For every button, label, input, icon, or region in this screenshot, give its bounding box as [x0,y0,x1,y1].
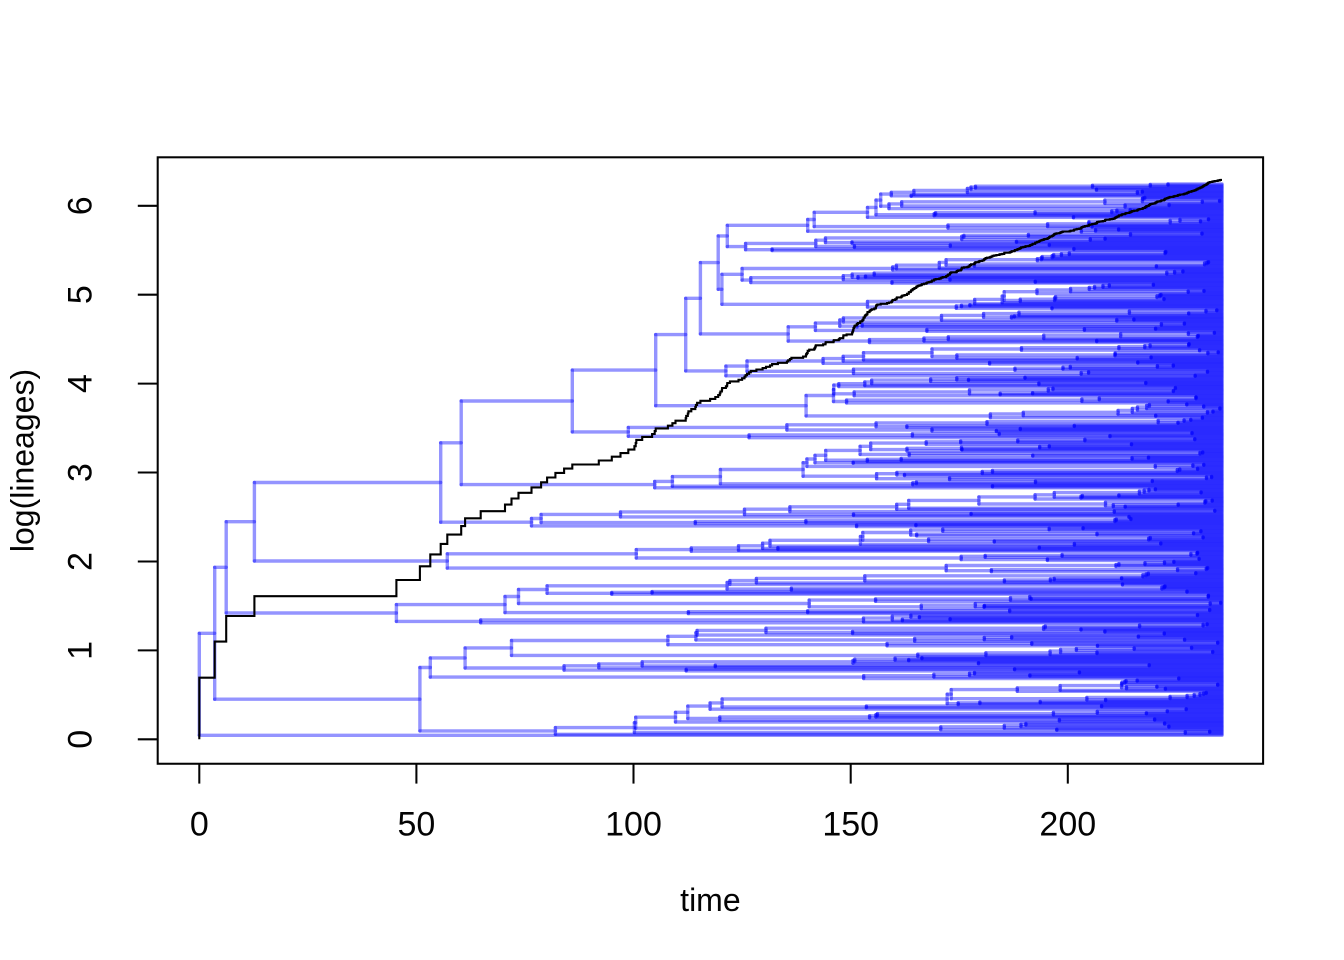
svg-text:200: 200 [1039,805,1096,843]
svg-text:time: time [680,882,740,918]
svg-text:6: 6 [62,196,100,215]
svg-text:2: 2 [62,552,100,571]
svg-text:0: 0 [62,730,100,749]
svg-text:log(lineages): log(lineages) [5,369,41,552]
svg-text:1: 1 [62,641,100,660]
svg-text:150: 150 [822,805,879,843]
svg-text:3: 3 [62,463,100,482]
svg-text:5: 5 [62,285,100,304]
svg-text:0: 0 [190,805,209,843]
svg-text:50: 50 [397,805,435,843]
svg-text:4: 4 [62,374,100,393]
svg-text:100: 100 [605,805,662,843]
